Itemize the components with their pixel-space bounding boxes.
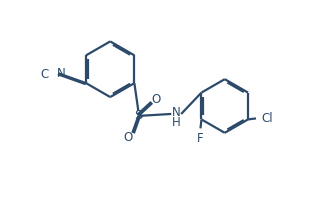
- Text: N: N: [172, 107, 181, 119]
- Text: Cl: Cl: [261, 112, 273, 125]
- Text: F: F: [197, 132, 204, 145]
- Text: C: C: [40, 68, 48, 81]
- Text: O: O: [152, 93, 161, 106]
- Text: N: N: [57, 67, 66, 80]
- Text: H: H: [172, 116, 181, 129]
- Text: S: S: [134, 110, 143, 122]
- Text: O: O: [124, 131, 133, 144]
